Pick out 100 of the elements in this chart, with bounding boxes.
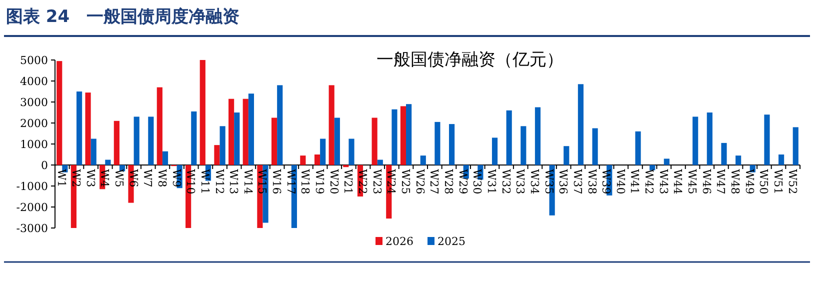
x-tick-label: W19 <box>313 169 326 194</box>
x-tick-label: W3 <box>84 169 97 188</box>
bar <box>271 118 278 165</box>
bar <box>400 106 406 165</box>
x-tick-label: W27 <box>428 169 441 194</box>
bar <box>377 160 383 165</box>
x-tick-label: W4 <box>98 169 112 188</box>
x-tick-label: W50 <box>757 169 770 194</box>
bar <box>736 156 742 165</box>
bar <box>520 126 526 165</box>
bar <box>706 112 712 165</box>
bar <box>220 126 226 165</box>
bar <box>534 107 541 165</box>
x-tick-label: W30 <box>470 169 484 194</box>
x-tick-label: W33 <box>514 169 527 194</box>
x-tick-label: W39 <box>600 169 613 194</box>
bar <box>392 109 398 165</box>
x-tick-label: W35 <box>542 169 556 194</box>
bar <box>162 151 168 165</box>
bar <box>564 146 570 165</box>
bar <box>56 61 62 165</box>
x-tick-label: W45 <box>686 169 699 194</box>
x-tick-label: W14 <box>241 169 254 194</box>
bar <box>76 92 82 165</box>
x-tick-label: W21 <box>342 169 355 194</box>
x-tick-label: W26 <box>413 169 426 194</box>
bar <box>134 116 140 165</box>
x-tick-label: W43 <box>656 169 670 194</box>
x-tick-label: W40 <box>614 169 627 194</box>
x-tick-label: W16 <box>270 169 284 194</box>
x-tick-label: W24 <box>384 169 398 194</box>
x-tick-label: W47 <box>714 169 728 194</box>
bar <box>492 138 498 165</box>
bar <box>692 116 698 165</box>
bar <box>635 131 641 165</box>
x-tick-label: W44 <box>671 169 684 194</box>
bar <box>348 138 354 165</box>
x-tick-label: W38 <box>585 169 598 194</box>
bar <box>314 154 320 165</box>
bar <box>328 85 334 165</box>
y-tick-label: 1000 <box>20 138 48 151</box>
chart-title: 图表 24 一般国债周度净融资 <box>6 7 240 27</box>
bar <box>300 156 306 165</box>
bar <box>191 111 197 165</box>
bar <box>792 127 798 165</box>
x-tick-label: W46 <box>700 169 713 194</box>
bar <box>506 110 512 165</box>
x-tick-label: W41 <box>628 169 642 194</box>
x-tick-label: W25 <box>399 169 412 194</box>
bar <box>764 114 770 165</box>
x-tick-label: W37 <box>570 169 584 194</box>
x-tick-label: W42 <box>642 169 656 194</box>
x-tick-label: W32 <box>499 169 512 194</box>
x-tick-label: W13 <box>227 169 240 194</box>
x-tick-label: W9 <box>170 169 183 188</box>
bar <box>721 142 727 165</box>
bar <box>90 138 96 165</box>
x-tick-label: W18 <box>298 169 312 194</box>
y-tick-label: 2000 <box>20 117 48 130</box>
y-tick-label: 0 <box>41 159 48 172</box>
x-tick-label: W12 <box>212 169 226 194</box>
x-tick-label: W22 <box>356 169 370 194</box>
y-tick-label: -3000 <box>16 222 48 235</box>
x-tick-label: W51 <box>772 169 785 194</box>
x-tick-label: W29 <box>456 169 470 194</box>
x-tick-label: W36 <box>556 169 570 194</box>
x-tick-label: W34 <box>528 169 541 194</box>
bar <box>372 118 378 165</box>
y-tick-label: -1000 <box>16 180 48 193</box>
x-tick-label: W52 <box>786 169 799 194</box>
bar <box>334 118 340 165</box>
x-tick-label: W20 <box>327 169 340 194</box>
x-tick-label: W48 <box>728 169 742 194</box>
bar <box>214 145 220 165</box>
bar <box>592 128 598 165</box>
chart-subtitle: 一般国债净融资（亿元） <box>376 50 564 70</box>
bar <box>105 160 111 165</box>
legend-label: 2026 <box>386 235 414 248</box>
bar <box>200 60 206 165</box>
bar <box>650 165 656 170</box>
x-tick-label: W10 <box>184 169 198 194</box>
bar <box>420 156 426 165</box>
bar <box>434 122 440 165</box>
bar <box>85 92 91 165</box>
bar <box>406 104 412 165</box>
bar <box>234 112 240 165</box>
bar <box>114 120 120 165</box>
y-tick-label: 3000 <box>20 96 48 109</box>
bar <box>242 98 248 165</box>
x-tick-label: W6 <box>126 169 140 188</box>
bar <box>578 84 584 165</box>
x-tick-label: W23 <box>370 169 384 194</box>
y-tick-label: -2000 <box>16 201 48 214</box>
bar <box>277 85 283 165</box>
bar <box>664 158 670 165</box>
bar <box>248 94 254 165</box>
x-tick-label: W31 <box>484 169 498 194</box>
x-tick-label: W2 <box>69 169 82 188</box>
x-tick-label: W7 <box>141 169 154 188</box>
x-tick-label: W1 <box>55 169 68 188</box>
